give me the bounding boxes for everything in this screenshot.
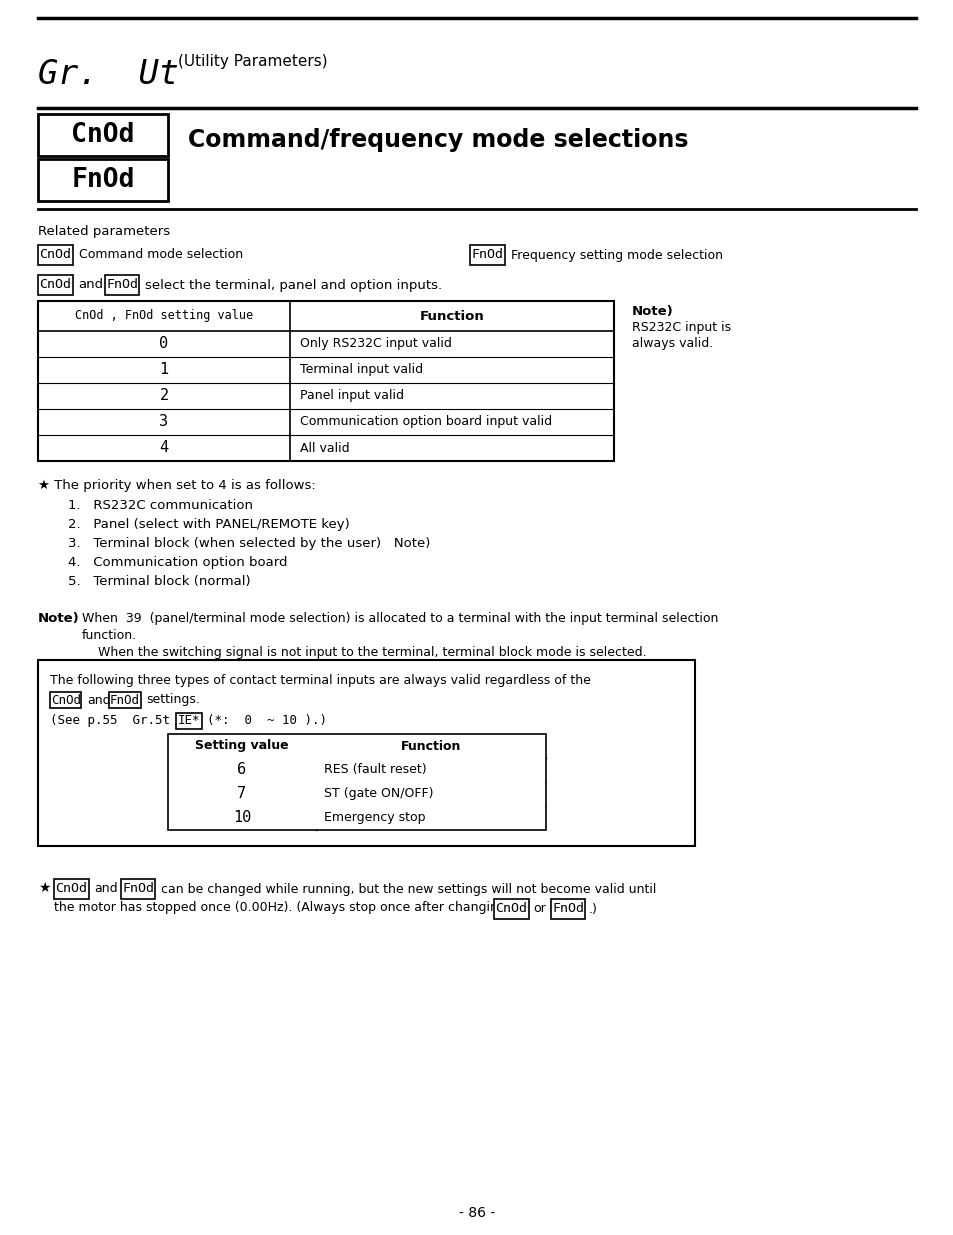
Bar: [168, 734, 545, 830]
Text: 5.   Terminal block (normal): 5. Terminal block (normal): [68, 576, 251, 588]
Text: 7: 7: [237, 787, 246, 802]
Text: 1: 1: [159, 363, 169, 378]
Text: CnOd: CnOd: [39, 279, 71, 291]
Text: the motor has stopped once (0.00Hz). (Always stop once after changing: the motor has stopped once (0.00Hz). (Al…: [54, 902, 505, 914]
Text: Frequency setting mode selection: Frequency setting mode selection: [510, 248, 722, 262]
Text: Command/frequency mode selections: Command/frequency mode selections: [188, 128, 688, 152]
Text: CnOd: CnOd: [71, 122, 134, 148]
Text: can be changed while running, but the new settings will not become valid until: can be changed while running, but the ne…: [161, 883, 656, 895]
Text: CnOd: CnOd: [51, 694, 81, 706]
Text: FnOd: FnOd: [110, 694, 140, 706]
Text: All valid: All valid: [299, 441, 349, 454]
Text: Note): Note): [631, 305, 673, 317]
Bar: [50, 692, 81, 709]
Bar: [38, 246, 72, 264]
Text: The following three types of contact terminal inputs are always valid regardless: The following three types of contact ter…: [50, 674, 590, 687]
Text: select the terminal, panel and option inputs.: select the terminal, panel and option in…: [145, 279, 442, 291]
Bar: [38, 114, 168, 156]
Bar: [105, 275, 139, 295]
Text: 3: 3: [159, 415, 169, 430]
Text: IE*: IE*: [177, 715, 200, 727]
Text: 4.   Communication option board: 4. Communication option board: [68, 556, 287, 569]
Text: Command mode selection: Command mode selection: [78, 248, 243, 262]
Text: 2: 2: [159, 389, 169, 404]
Text: Function: Function: [419, 310, 484, 322]
Text: .): .): [588, 903, 597, 915]
Bar: [121, 879, 155, 899]
Text: Related parameters: Related parameters: [38, 225, 170, 238]
Text: Panel input valid: Panel input valid: [299, 389, 403, 403]
Bar: [175, 713, 201, 730]
Text: FnOd: FnOd: [106, 279, 138, 291]
Bar: [38, 275, 72, 295]
Text: Note): Note): [38, 613, 80, 625]
Text: Emergency stop: Emergency stop: [324, 811, 425, 825]
Text: 1.   RS232C communication: 1. RS232C communication: [68, 499, 253, 513]
Text: always valid.: always valid.: [631, 337, 713, 350]
Text: ★: ★: [38, 881, 51, 895]
Bar: [550, 899, 585, 919]
Text: 10: 10: [233, 810, 251, 825]
Text: 0: 0: [159, 336, 169, 352]
Text: ★ The priority when set to 4 is as follows:: ★ The priority when set to 4 is as follo…: [38, 479, 315, 492]
Text: and: and: [88, 694, 111, 706]
Text: RES (fault reset): RES (fault reset): [324, 763, 426, 777]
Text: RS232C input is: RS232C input is: [631, 321, 730, 333]
Text: (See p.55  Gr.5t: (See p.55 Gr.5t: [50, 714, 170, 727]
Text: or: or: [533, 903, 546, 915]
Text: CnOd: CnOd: [39, 248, 71, 262]
Bar: [110, 692, 141, 709]
Text: function.: function.: [82, 629, 137, 642]
Text: CnOd , FnOd setting value: CnOd , FnOd setting value: [75, 310, 253, 322]
Text: and: and: [78, 279, 104, 291]
Text: Only RS232C input valid: Only RS232C input valid: [299, 337, 452, 351]
Text: When  39  (panel/terminal mode selection) is allocated to a terminal with the in: When 39 (panel/terminal mode selection) …: [82, 613, 718, 625]
Text: - 86 -: - 86 -: [458, 1207, 495, 1220]
Bar: [494, 899, 528, 919]
Text: 3.   Terminal block (when selected by the user)   Note): 3. Terminal block (when selected by the …: [68, 537, 430, 550]
Text: Communication option board input valid: Communication option board input valid: [299, 415, 552, 429]
Text: (*:  0  ~ 10 ).): (*: 0 ~ 10 ).): [207, 714, 326, 727]
Text: Gr.  Ut: Gr. Ut: [38, 58, 179, 91]
Text: CnOd: CnOd: [55, 883, 88, 895]
Bar: [38, 159, 168, 201]
Text: Terminal input valid: Terminal input valid: [299, 363, 423, 377]
Text: 2.   Panel (select with PANEL/REMOTE key): 2. Panel (select with PANEL/REMOTE key): [68, 517, 350, 531]
Bar: [38, 301, 614, 461]
Bar: [470, 246, 504, 264]
Text: 4: 4: [159, 441, 169, 456]
Text: and: and: [94, 883, 118, 895]
Text: CnOd: CnOd: [495, 903, 527, 915]
Text: FnOd: FnOd: [71, 167, 134, 193]
Text: When the switching signal is not input to the terminal, terminal block mode is s: When the switching signal is not input t…: [98, 646, 646, 659]
Text: FnOd: FnOd: [122, 883, 153, 895]
Text: 6: 6: [237, 762, 246, 778]
Text: FnOd: FnOd: [552, 903, 583, 915]
Text: Setting value: Setting value: [195, 740, 289, 752]
Bar: [54, 879, 89, 899]
Text: ST (gate ON/OFF): ST (gate ON/OFF): [324, 788, 433, 800]
Text: settings.: settings.: [146, 694, 199, 706]
Bar: [38, 659, 695, 846]
Text: (Utility Parameters): (Utility Parameters): [178, 54, 327, 69]
Text: Function: Function: [400, 740, 460, 752]
Text: FnOd: FnOd: [471, 248, 503, 262]
